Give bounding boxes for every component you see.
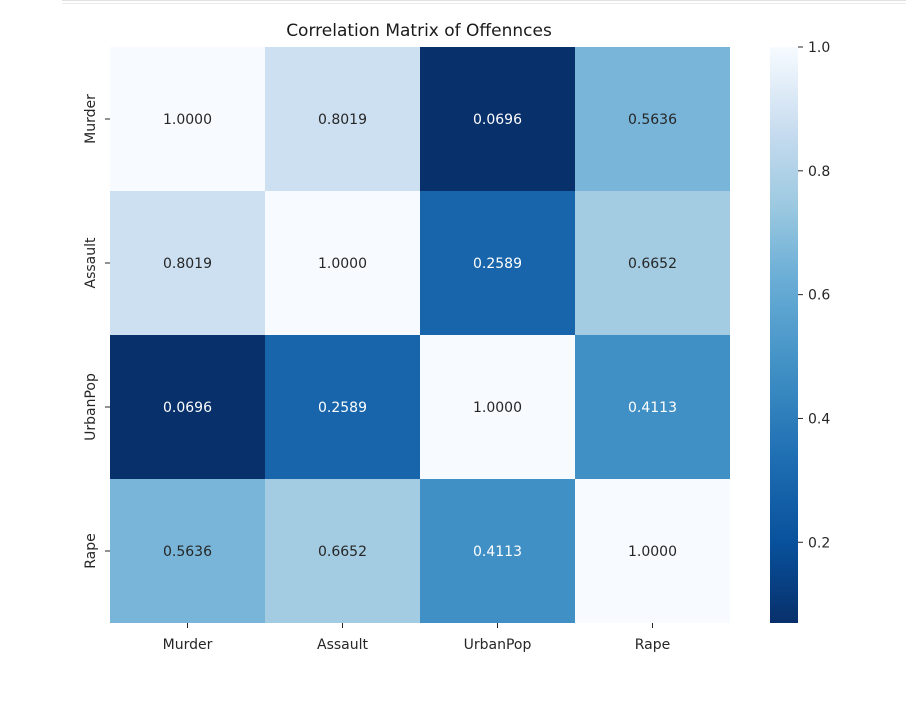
chart-title: Correlation Matrix of Offennces [286,21,552,41]
y-axis: Murder Assault UrbanPop Rape [83,94,110,569]
heatmap-cell [110,191,265,335]
heatmap-cell [110,335,265,479]
colorbar-tick-label: 0.4 [808,411,830,427]
x-axis: Murder Assault UrbanPop Rape [163,623,671,653]
heatmap-cell [265,479,420,623]
heatmap-cell [265,191,420,335]
cell-value-label: 0.8019 [163,256,212,272]
colorbar-tick-label: 1.0 [808,40,830,56]
heatmap-cell [575,335,730,479]
cell-value-label: 0.8019 [318,112,367,128]
x-tick-label: UrbanPop [464,637,532,653]
colorbar-tick-label: 0.2 [808,535,830,551]
x-tick-label: Rape [635,637,671,653]
heatmap-cell [420,335,575,479]
heatmap-cell [110,47,265,191]
y-tick-label: Rape [83,533,99,569]
cell-value-label: 1.0000 [163,112,212,128]
heatmap-cell [265,47,420,191]
cell-value-label: 1.0000 [318,256,367,272]
heatmap-cell [575,191,730,335]
cell-value-label: 0.0696 [163,400,212,416]
cell-value-label: 0.4113 [628,400,677,416]
cell-value-label: 0.5636 [163,544,212,560]
cell-value-label: 1.0000 [473,400,522,416]
colorbar [770,47,798,623]
colorbar-tick-label: 0.8 [808,164,830,180]
cell-value-label: 0.6652 [318,544,367,560]
heatmap-cell [420,191,575,335]
heatmap-cell [420,47,575,191]
heatmap-cell [265,335,420,479]
heatmap-cell [420,479,575,623]
y-tick-label: Murder [83,94,99,144]
cell-value-label: 1.0000 [628,544,677,560]
x-tick-label: Assault [317,637,369,653]
cell-value-label: 0.6652 [628,256,677,272]
y-tick-label: UrbanPop [83,373,99,441]
cell-value-label: 0.5636 [628,112,677,128]
heatmap-cells: 1.0000 0.8019 0.0696 0.5636 0.8019 1.0000 0.25… [110,47,730,623]
cell-value-label: 0.2589 [473,256,522,272]
heatmap-cell [110,479,265,623]
colorbar-tick-label: 0.6 [808,288,830,304]
y-tick-label: Assault [83,237,99,289]
heatmap-cell [575,47,730,191]
colorbar-axis: 0.2 0.4 0.6 0.8 1.0 [798,40,830,551]
x-tick-label: Murder [163,637,213,653]
cell-value-label: 0.4113 [473,544,522,560]
cell-value-label: 0.0696 [473,112,522,128]
cell-value-label: 0.2589 [318,400,367,416]
cell-border [62,0,906,4]
heatmap-cell [575,479,730,623]
